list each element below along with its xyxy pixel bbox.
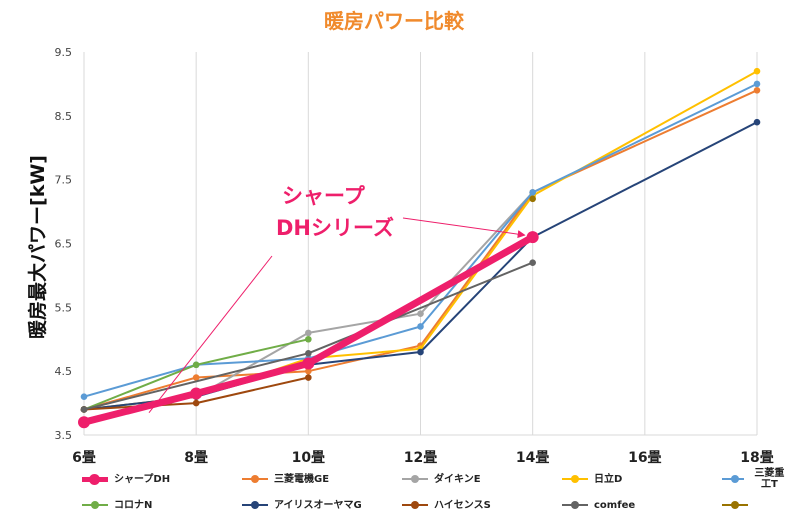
series-9 [529,195,536,203]
data-point [753,87,761,94]
legend-swatch [242,498,268,512]
grid [83,52,758,436]
y-tick-label: 7.5 [55,174,73,187]
y-ticks: 3.5 4.5 5.5 6.5 7.5 8.5 9.5 [55,46,73,442]
data-point [753,80,761,88]
legend-label: コロナN [114,499,153,511]
x-tick-label: 14畳 [516,450,549,466]
legend-item: 日立D [562,468,622,490]
x-tick-label: 10畳 [292,450,325,466]
series-0 [78,231,539,429]
legend-label: 三菱電機GE [274,473,330,485]
legend-swatch [402,472,428,486]
legend-item [722,494,754,516]
legend-swatch [242,472,268,486]
legend-item: アイリスオーヤマG [242,494,362,516]
legend: シャープDH 三菱電機GE ダイキンE 日立D 三菱重工T コロナN アイリスオーヤマG ハイ… [0,468,789,523]
legend-swatch [82,498,108,512]
legend-label: 三菱重工T [754,468,785,490]
y-tick-label: 4.5 [55,365,73,378]
annotation-arrow [148,255,273,413]
y-axis-label: 暖房最大パワー[kW] [26,155,49,339]
data-point [192,374,200,381]
legend-swatch [402,498,428,512]
series-8 [80,259,536,413]
legend-item: コロナN [82,494,152,516]
y-tick-label: 3.5 [55,429,73,442]
data-point [417,348,424,356]
data-point [753,118,761,126]
series-line [83,82,758,398]
annotation-arrow [402,217,526,239]
y-tick-label: 9.5 [55,46,73,59]
data-point [190,387,203,400]
x-tick-label: 12畳 [404,450,437,466]
legend-label: シャープDH [114,473,171,485]
legend-swatch [722,472,744,486]
legend-label: ハイセンスS [434,499,491,511]
series-line [80,233,537,426]
data-point [526,231,539,244]
legend-item: ハイセンスS [402,494,491,516]
x-tick-label: 6畳 [72,450,96,466]
data-point [305,374,312,381]
series-layer [78,67,761,429]
data-point [529,195,536,203]
y-tick-label: 8.5 [55,110,73,123]
legend-item: 三菱重工T [722,468,789,490]
legend-swatch [562,472,588,486]
data-point [192,399,200,407]
annotation-text: DHシリーズ [276,216,394,240]
legend-swatch [82,472,108,486]
data-point [80,393,88,401]
legend-item: comfee [562,494,635,516]
data-point [753,67,761,75]
x-tick-label: 16畳 [628,450,661,466]
legend-label: ダイキンE [434,473,481,485]
data-point [305,349,312,357]
data-point [192,361,200,369]
y-tick-label: 6.5 [55,238,73,251]
data-point [417,323,424,330]
legend-swatch [722,498,748,512]
x-tick-label: 8畳 [184,450,208,466]
legend-label: 日立D [594,473,623,485]
chart-title: 暖房パワー比較 [324,9,465,33]
data-point [305,367,312,375]
data-point [78,416,90,429]
annotation: シャープ DHシリーズ [148,184,526,413]
data-point [417,310,424,318]
annotation-text: シャープ [282,184,366,208]
legend-label: アイリスオーヤマG [274,499,362,511]
data-point [80,406,88,413]
x-tick-label: 18畳 [740,450,773,466]
legend-item: ダイキンE [402,468,481,490]
data-point [529,189,536,196]
legend-item: 三菱電機GE [242,468,329,490]
legend-label: comfee [594,499,636,511]
data-point [302,357,315,370]
chart: 暖房パワー比較 暖房最大パワー[kW] 3.5 4.5 5.5 6.5 7.5 8.5 9.… [26,9,774,466]
legend-swatch [562,498,588,512]
x-ticks: 6畳 8畳 10畳 12畳 14畳 16畳 18畳 [72,450,774,466]
data-point [529,259,536,266]
data-point [305,329,312,337]
data-point [305,335,312,343]
y-tick-label: 5.5 [55,301,73,314]
legend-item: シャープDH [82,468,170,490]
